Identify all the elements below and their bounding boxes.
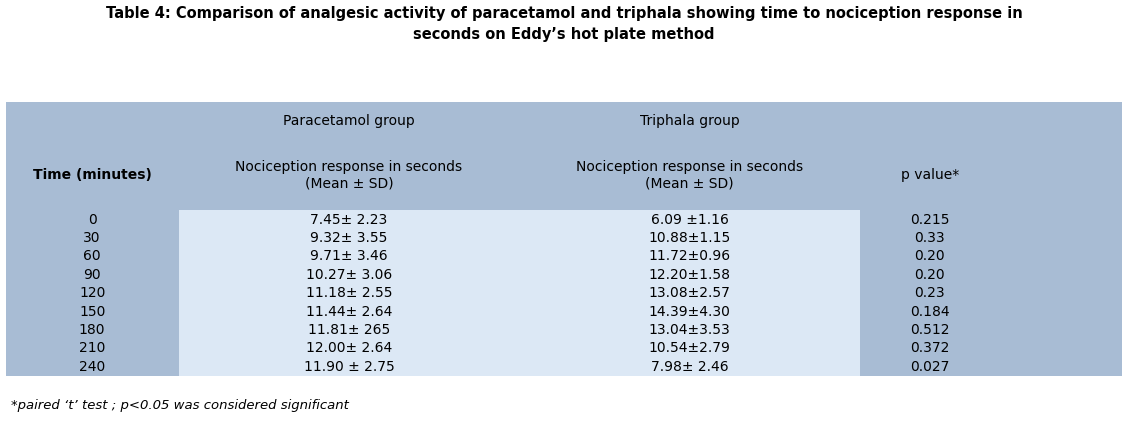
- Text: Nociception response in seconds
(Mean ± SD): Nociception response in seconds (Mean ± …: [576, 160, 803, 191]
- Text: p value*: p value*: [900, 168, 959, 182]
- Text: 240: 240: [79, 360, 105, 374]
- Text: 11.44± 2.64: 11.44± 2.64: [306, 305, 393, 319]
- Text: 11.90 ± 2.75: 11.90 ± 2.75: [303, 360, 395, 374]
- Text: 13.08±2.57: 13.08±2.57: [649, 286, 731, 300]
- Text: Time (minutes): Time (minutes): [33, 168, 151, 182]
- Text: 0: 0: [88, 212, 97, 227]
- Text: 7.45± 2.23: 7.45± 2.23: [310, 212, 388, 227]
- Text: 11.72±0.96: 11.72±0.96: [649, 249, 731, 264]
- Text: *paired ‘t’ test ; p<0.05 was considered significant: *paired ‘t’ test ; p<0.05 was considered…: [11, 400, 350, 413]
- Text: 0.027: 0.027: [910, 360, 950, 374]
- Text: 7.98± 2.46: 7.98± 2.46: [651, 360, 729, 374]
- Text: 9.32± 3.55: 9.32± 3.55: [310, 231, 388, 245]
- Text: 0.20: 0.20: [915, 268, 945, 282]
- Text: 120: 120: [79, 286, 105, 300]
- Text: 10.54±2.79: 10.54±2.79: [649, 342, 731, 355]
- Text: Table 4: Comparison of analgesic activity of paracetamol and triphala showing ti: Table 4: Comparison of analgesic activit…: [106, 6, 1022, 42]
- Text: 13.04±3.53: 13.04±3.53: [649, 323, 731, 337]
- Text: 0.184: 0.184: [910, 305, 950, 319]
- Text: 0.512: 0.512: [910, 323, 950, 337]
- Text: Paracetamol group: Paracetamol group: [283, 114, 415, 128]
- Text: 150: 150: [79, 305, 105, 319]
- Text: 6.09 ±1.16: 6.09 ±1.16: [651, 212, 729, 227]
- Text: 11.81± 265: 11.81± 265: [308, 323, 390, 337]
- Text: 180: 180: [79, 323, 105, 337]
- Text: 11.18± 2.55: 11.18± 2.55: [306, 286, 393, 300]
- Text: 210: 210: [79, 342, 105, 355]
- Text: 14.39±4.30: 14.39±4.30: [649, 305, 731, 319]
- Text: 0.215: 0.215: [910, 212, 950, 227]
- Text: 0.33: 0.33: [915, 231, 945, 245]
- Text: 30: 30: [83, 231, 100, 245]
- Text: 10.88±1.15: 10.88±1.15: [649, 231, 731, 245]
- Text: 60: 60: [83, 249, 102, 264]
- Text: 0.23: 0.23: [915, 286, 945, 300]
- Text: 10.27± 3.06: 10.27± 3.06: [306, 268, 393, 282]
- Text: 90: 90: [83, 268, 102, 282]
- Text: 12.00± 2.64: 12.00± 2.64: [306, 342, 393, 355]
- Text: 0.20: 0.20: [915, 249, 945, 264]
- Text: 0.372: 0.372: [910, 342, 950, 355]
- Text: Nociception response in seconds
(Mean ± SD): Nociception response in seconds (Mean ± …: [236, 160, 462, 191]
- Text: Triphala group: Triphala group: [640, 114, 740, 128]
- Text: 12.20±1.58: 12.20±1.58: [649, 268, 731, 282]
- Text: 9.71± 3.46: 9.71± 3.46: [310, 249, 388, 264]
